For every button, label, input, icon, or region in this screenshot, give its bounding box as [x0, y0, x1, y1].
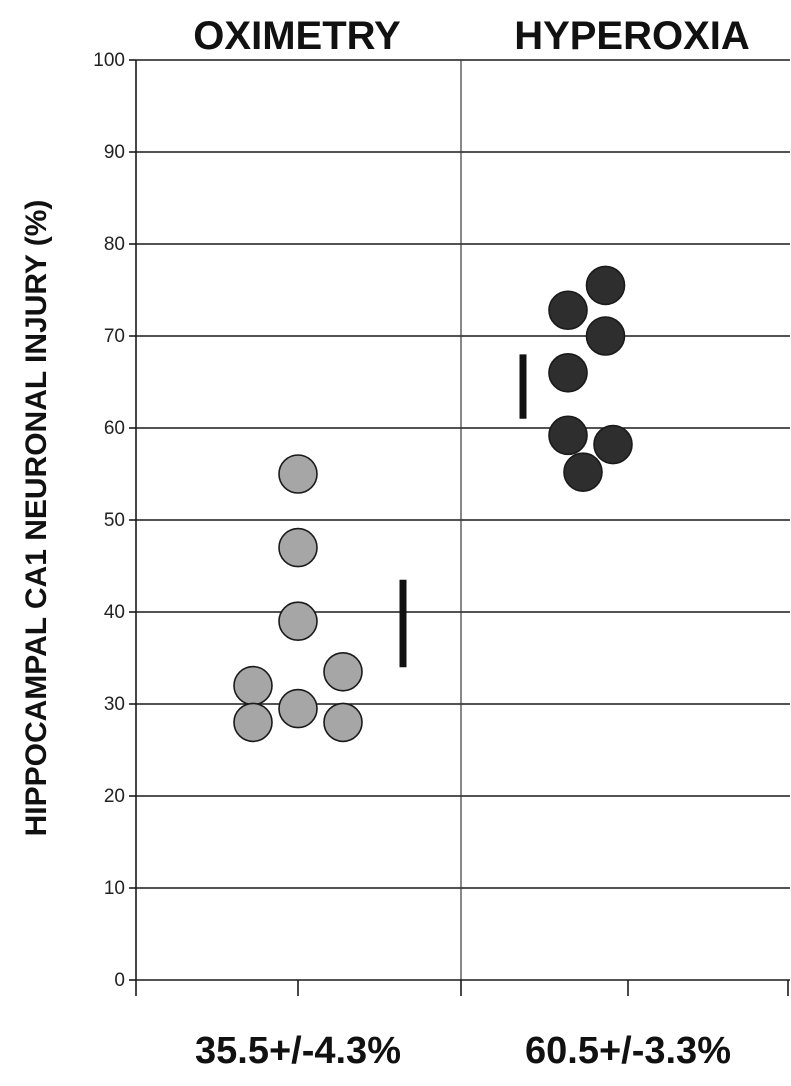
data-points — [233, 265, 633, 743]
data-point — [593, 424, 633, 465]
y-axis-label: HIPPOCAMPAL CA1 NEURONAL INJURY (%) — [20, 200, 53, 837]
y-tick-label: 100 — [93, 50, 125, 71]
y-tick-label: 50 — [104, 510, 125, 531]
data-point — [548, 290, 588, 331]
y-tick-label: 80 — [104, 234, 125, 255]
y-tick-label: 10 — [104, 878, 125, 899]
data-point — [323, 702, 363, 743]
data-point — [585, 316, 626, 356]
grid — [136, 59, 790, 980]
data-point — [278, 527, 318, 568]
group-title-hyperoxia: HYPEROXIA — [514, 14, 750, 58]
y-tick-label: 90 — [104, 142, 125, 163]
data-point — [278, 688, 318, 729]
y-tick-label: 0 — [114, 970, 125, 991]
data-point — [233, 665, 273, 706]
y-tick-label: 30 — [104, 694, 125, 715]
y-tick-label: 20 — [104, 786, 125, 807]
group-title-oximetry: OXIMETRY — [193, 14, 401, 58]
summary-label-hyperoxia: 60.5+/-3.3% — [525, 1030, 731, 1072]
data-point — [548, 415, 588, 456]
data-point — [278, 601, 318, 642]
data-point — [585, 265, 626, 306]
chart-text: HIPPOCAMPAL CA1 NEURONAL INJURY (%) OXIM… — [20, 14, 750, 1072]
summary-label-oximetry: 35.5+/-4.3% — [195, 1030, 401, 1072]
y-tick-label: 60 — [104, 418, 125, 439]
data-point — [323, 651, 363, 692]
data-point — [233, 702, 273, 743]
axes — [129, 59, 790, 996]
data-point — [548, 352, 588, 393]
y-tick-label: 40 — [104, 602, 125, 623]
y-tick-label: 70 — [104, 326, 125, 347]
data-point — [563, 452, 603, 492]
data-point — [278, 454, 318, 494]
